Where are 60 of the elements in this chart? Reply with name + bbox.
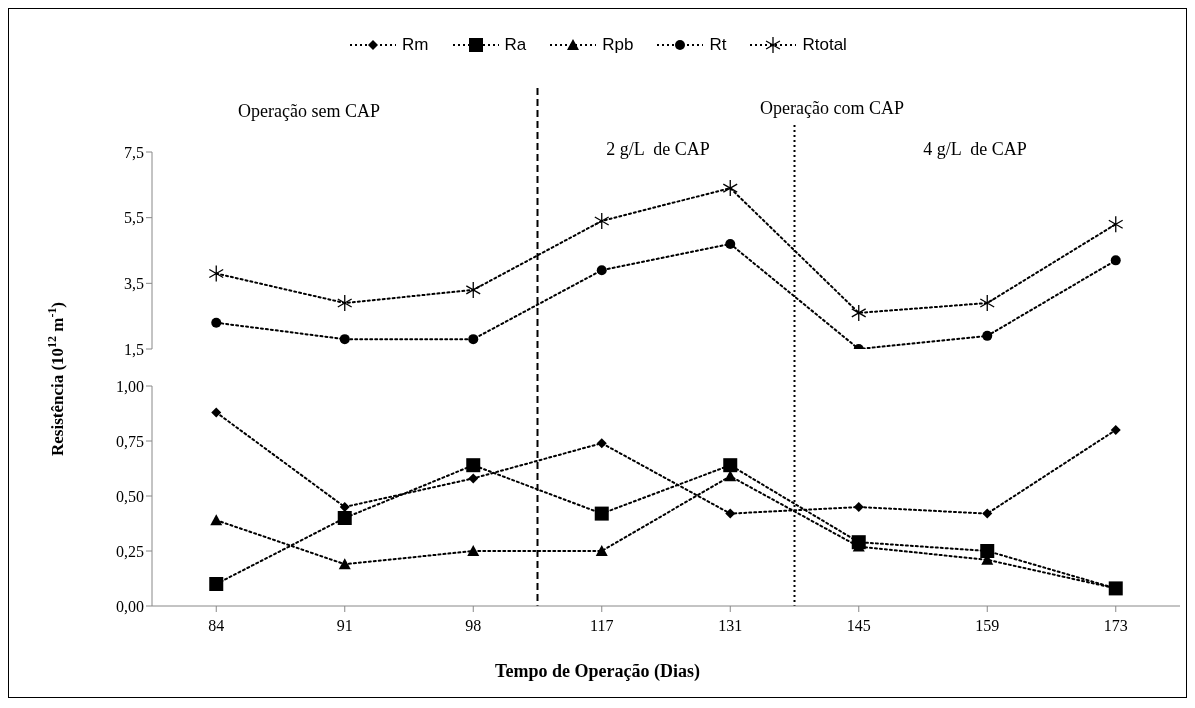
point	[339, 502, 350, 512]
x-tick-label: 98	[465, 617, 482, 635]
point	[1108, 215, 1124, 233]
point	[468, 334, 479, 345]
point	[337, 511, 352, 525]
x-tick-label: 159	[975, 617, 1000, 635]
point	[725, 508, 736, 519]
legend-label: Rt	[709, 35, 727, 55]
annotation: 2 g/L de CAP	[606, 139, 710, 160]
legend-label: Ra	[504, 35, 527, 55]
point	[979, 294, 995, 312]
y-tick-label: 5,5	[124, 209, 144, 227]
point	[211, 407, 222, 418]
x-tick-label: 173	[1103, 617, 1128, 635]
point	[982, 508, 993, 519]
point	[211, 317, 222, 328]
legend-label: Rm	[402, 35, 429, 55]
y-tick-label: 0,25	[116, 542, 144, 560]
point	[465, 281, 481, 299]
y-tick-label: 0,00	[116, 597, 144, 615]
point	[596, 265, 607, 276]
x-tick-label: 84	[208, 617, 225, 635]
y-tick-label: 1,5	[124, 340, 144, 358]
point	[980, 544, 995, 558]
point	[1110, 425, 1121, 435]
y-tick-label: 7,5	[124, 143, 144, 161]
point	[594, 212, 610, 230]
y-tick-label: 3,5	[124, 275, 144, 293]
x-tick-label: 117	[590, 617, 614, 635]
annotation: 4 g/L de CAP	[923, 139, 1027, 160]
x-tick-label: 91	[336, 617, 353, 635]
legend-label: Rpb	[602, 35, 634, 55]
point	[208, 264, 224, 283]
x-tick-label: 131	[718, 617, 743, 635]
point	[851, 304, 867, 322]
text: Operação com CAP	[760, 98, 904, 119]
y-tick-label: 0,50	[116, 487, 144, 505]
point	[594, 506, 609, 521]
point	[209, 577, 224, 591]
legend-label: Rtotal	[802, 35, 847, 55]
point	[466, 458, 481, 473]
point	[725, 238, 736, 249]
point	[595, 545, 608, 556]
point	[723, 458, 738, 473]
point	[1110, 255, 1121, 266]
point	[596, 438, 607, 449]
point	[337, 294, 353, 312]
point	[853, 502, 864, 512]
point	[467, 545, 480, 556]
point	[339, 334, 350, 345]
y-tick-label: 1,00	[116, 377, 144, 395]
point	[210, 514, 223, 526]
x-axis-title: Tempo de Operação (Dias)	[494, 661, 701, 682]
point	[982, 330, 993, 341]
x-tick-label: 145	[846, 617, 871, 635]
point	[468, 473, 479, 484]
y-tick-label: 0,75	[116, 432, 144, 450]
text: Operação sem CAP	[238, 101, 380, 122]
point	[722, 179, 738, 197]
point	[338, 558, 351, 570]
